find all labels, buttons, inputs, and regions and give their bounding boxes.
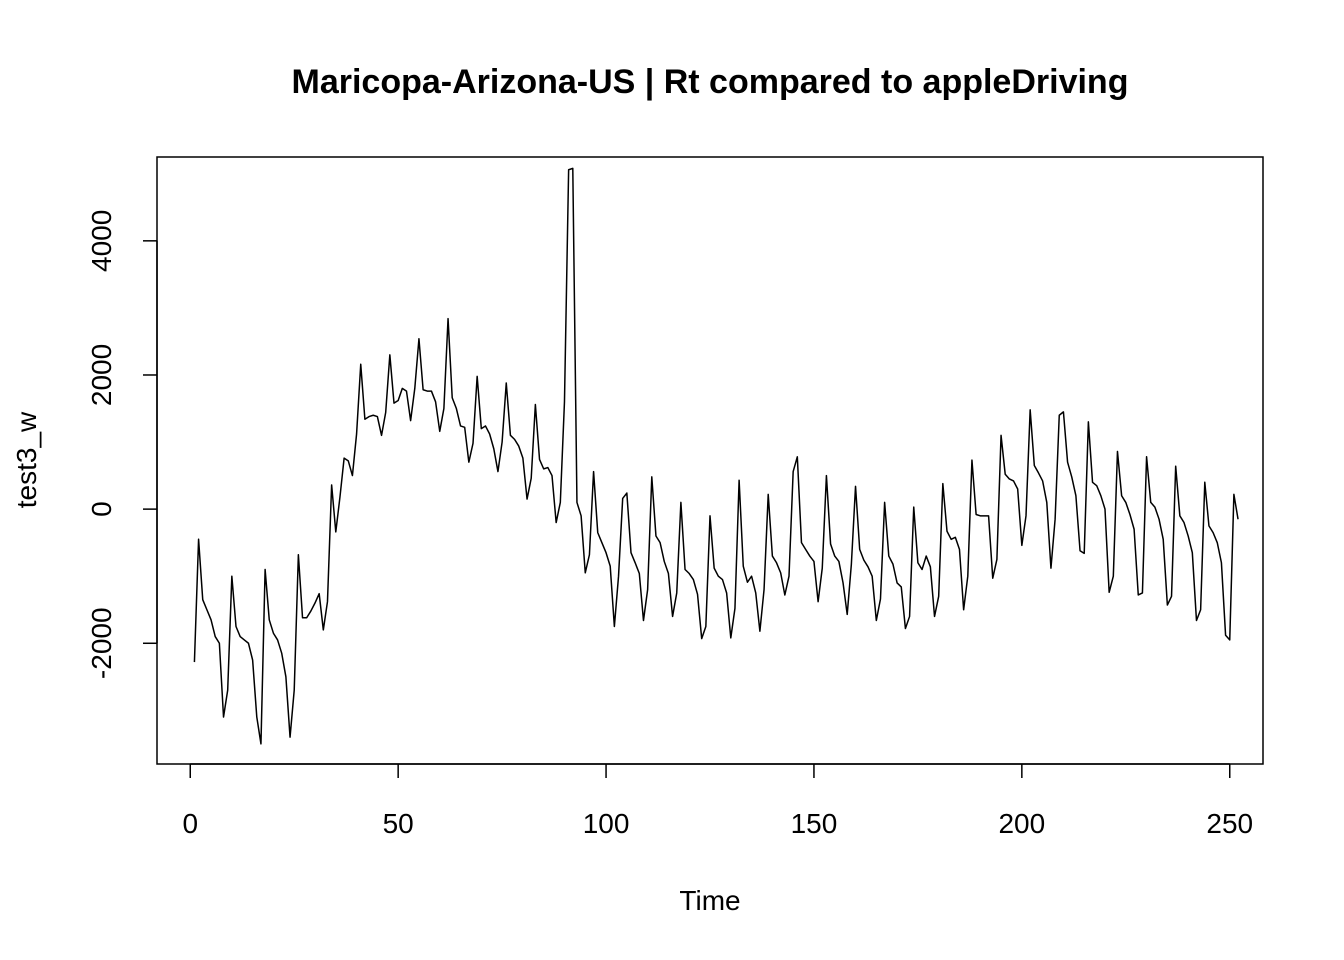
y-tick-label: 0 <box>86 501 117 517</box>
chart-title: Maricopa-Arizona-US | Rt compared to app… <box>292 63 1129 101</box>
y-tick-label: 4000 <box>86 210 117 272</box>
x-tick-label: 50 <box>383 808 414 839</box>
x-tick-label: 100 <box>583 808 630 839</box>
y-axis-title: test3_w <box>11 411 42 508</box>
x-tick-label: 200 <box>998 808 1045 839</box>
x-tick-label: 250 <box>1206 808 1253 839</box>
y-axis: -2000 0 2000 4000 <box>86 210 158 679</box>
series-line <box>193 167 1239 745</box>
x-axis-title: Time <box>679 885 740 916</box>
x-axis: 0 50 100 150 200 250 <box>182 763 1253 839</box>
y-tick-label: -2000 <box>86 607 117 679</box>
x-tick-label: 150 <box>791 808 838 839</box>
y-tick-label: 2000 <box>86 344 117 406</box>
x-tick-label: 0 <box>182 808 198 839</box>
